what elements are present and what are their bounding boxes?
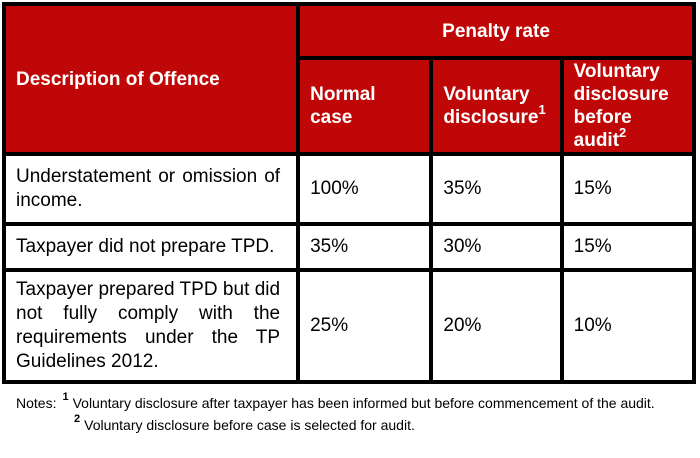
voluntary-disclosure-value: 20% (429, 268, 564, 384)
voluntary-disclosure-value: 35% (429, 152, 564, 226)
sub-header-row: Normal case Voluntary disclosure1 Volunt… (4, 56, 697, 156)
column-header-label: Normal case (310, 84, 376, 128)
footnotes: Notes: 1 Voluntary disclosure after taxpay… (0, 392, 700, 436)
voluntary-disclosure-value: 30% (429, 222, 564, 272)
column-header-label: Voluntary disclosure (443, 84, 539, 128)
normal-case-value: 100% (296, 152, 434, 226)
notes-label: Notes: (16, 395, 57, 411)
offence-cell: Taxpayer did not prepare TPD. (1, 222, 301, 272)
table-row: Understatement or omission of income. 10… (1, 152, 697, 226)
normal-case-value: 35% (296, 222, 434, 272)
footnote-text: Voluntary disclosure before case is sele… (84, 417, 415, 433)
footnote-marker: 1 (538, 101, 546, 117)
footnote-line-1: Notes: 1 Voluntary disclosure after taxpay… (16, 392, 700, 414)
penalty-rate-table: Description of Offence Penalty rate Norm… (1, 2, 697, 384)
offence-cell: Taxpayer prepared TPD but did not fully … (1, 268, 301, 384)
before-audit-value: 15% (559, 152, 697, 226)
normal-case-value: 25% (296, 268, 434, 384)
group-header-penalty-rate: Penalty rate (296, 2, 696, 60)
column-header-normal-case: Normal case (296, 56, 434, 156)
column-header-label: Voluntary disclosure before audit (573, 61, 669, 151)
before-audit-value: 15% (559, 222, 697, 272)
table-row: Taxpayer prepared TPD but did not fully … (1, 268, 697, 384)
footnote-marker: 1 (62, 391, 69, 404)
group-header-row: Description of Offence Penalty rate (1, 2, 696, 156)
footnote-marker: 2 (74, 413, 81, 426)
footnote-line-2: 2 Voluntary disclosure before case is sel… (74, 414, 700, 436)
column-header-voluntary-disclosure-before-audit: Voluntary disclosure before audit2 (559, 56, 697, 156)
column-header-voluntary-disclosure: Voluntary disclosure1 (429, 56, 564, 156)
table-row: Taxpayer did not prepare TPD. 35% 30% 15… (1, 222, 697, 272)
footnote-text: Voluntary disclosure after taxpayer has … (72, 395, 655, 411)
footnote-marker: 2 (619, 124, 627, 140)
corner-header-description-of-offence: Description of Offence (1, 2, 301, 156)
offence-cell: Understatement or omission of income. (1, 152, 301, 226)
before-audit-value: 10% (559, 268, 697, 384)
